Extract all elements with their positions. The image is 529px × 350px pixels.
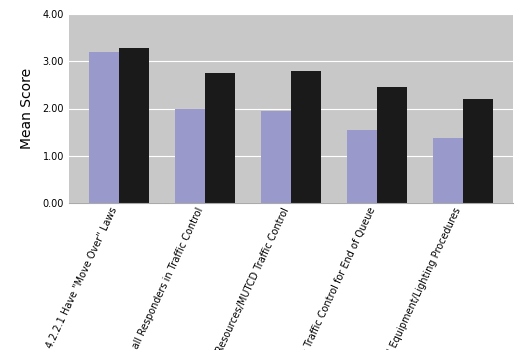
Bar <box>119 49 149 203</box>
Bar <box>347 130 377 203</box>
Bar <box>89 52 119 203</box>
Bar <box>377 87 407 203</box>
Bar <box>175 108 205 203</box>
Y-axis label: Mean Score: Mean Score <box>20 68 34 149</box>
Bar <box>261 111 291 203</box>
Bar <box>433 138 463 203</box>
Bar <box>463 99 493 203</box>
Bar <box>291 71 321 203</box>
Bar <box>205 73 235 203</box>
